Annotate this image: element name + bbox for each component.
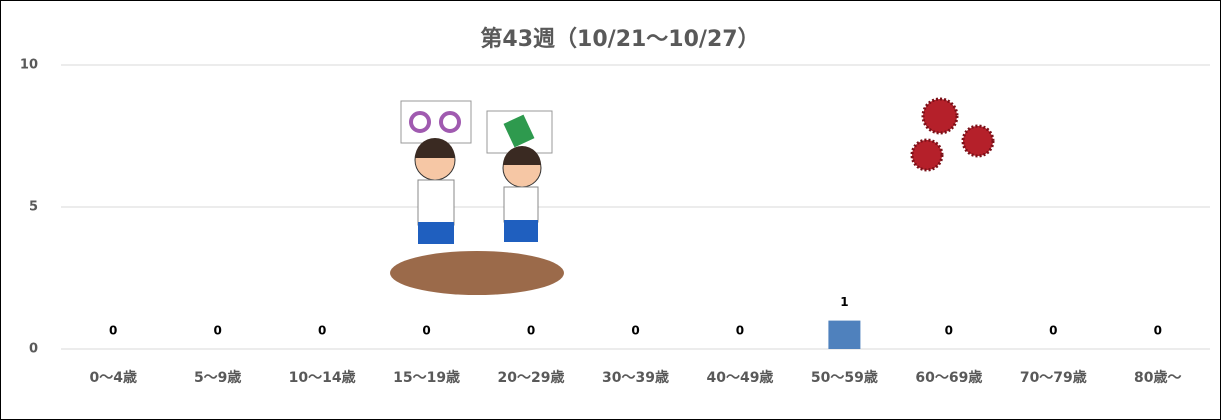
track [390,251,564,295]
y-tick-label: 10 [20,58,38,73]
illustration [390,97,995,295]
shorts [418,222,454,244]
data-label: 0 [945,324,953,338]
y-tick-label: 0 [29,342,38,357]
x-tick-label: 30～39歳 [602,369,669,386]
x-tick-label: 10～14歳 [289,369,356,386]
hair [503,146,541,165]
data-label: 0 [214,324,222,338]
x-tick-label: 40～49歳 [706,369,773,386]
virus [910,138,944,172]
x-tick-label: 60～69歳 [915,369,982,386]
data-label: 0 [1049,324,1057,338]
x-tick-label: 80歳～ [1134,369,1181,386]
x-tick-label: 0～4歳 [89,369,136,386]
x-tick-label: 15～19歳 [393,369,460,386]
data-label: 0 [736,324,744,338]
shorts [504,220,538,242]
book [503,114,535,148]
hair [415,138,455,158]
x-tick-label: 70～79歳 [1020,369,1087,386]
data-label: 0 [631,324,639,338]
y-tick-label: 5 [29,200,38,215]
virus [921,97,959,135]
data-label: 0 [1154,324,1162,338]
data-label: 0 [318,324,326,338]
x-tick-label: 50～59歳 [811,369,878,386]
shirt [417,179,455,226]
chart-title: 第43週（10/21～10/27） [480,26,759,52]
glasses [439,111,461,133]
virus [961,124,995,158]
data-label: 1 [840,295,848,309]
data-label: 0 [527,324,535,338]
data-label: 0 [422,324,430,338]
glasses [409,111,431,133]
x-tick-label: 20～29歳 [498,369,565,386]
bar [828,320,861,349]
shirt [503,186,539,223]
x-tick-label: 5～9歳 [194,369,241,386]
data-label: 0 [109,324,117,338]
